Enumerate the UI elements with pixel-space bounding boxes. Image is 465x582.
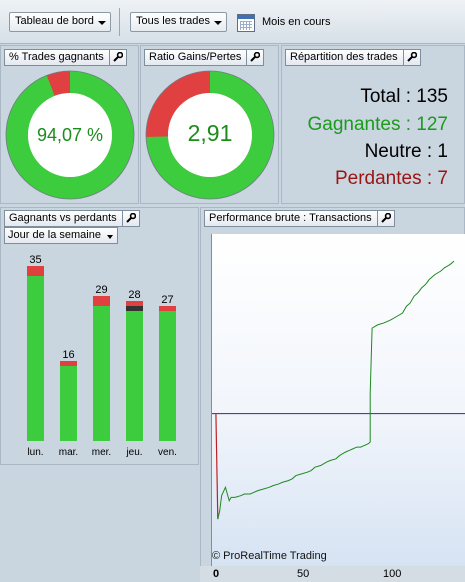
panel-title: % Trades gagnants [4,49,127,66]
total-count: Total : 135 [360,86,448,107]
chevron-down-icon [97,21,106,25]
bar-total-label: 27 [161,294,173,306]
period-selector-dropdown[interactable]: Jour de la semaine [4,227,118,244]
trades-filter-label: Tous les trades [136,15,210,27]
win-pct-value: 94,07 % [36,125,104,145]
bar-total-label: 28 [128,289,140,301]
bar-win-ven. [159,311,176,441]
dashboard-dropdown[interactable]: Tableau de bord [9,12,111,32]
copyright-label: © ProRealTime Trading [212,550,327,562]
ratio-donut: 2,91 [145,70,275,200]
bar-loss-jeu. [126,301,143,306]
bar-neutral-jeu. [126,306,143,311]
performance-line [217,260,455,520]
period-label[interactable]: Mois en cours [262,16,331,28]
donut-win-segment [146,71,274,199]
toolbar-separator [119,8,120,36]
bar-loss-mar. [60,361,77,366]
period-selector-label: Jour de la semaine [8,229,101,241]
wrench-icon[interactable] [121,211,139,226]
wrench-icon[interactable] [376,211,394,226]
toolbar: Tableau de bord Tous les trades Mois en … [0,0,465,44]
chevron-down-icon [213,21,222,25]
perdantes-count: Perdantes : 7 [334,168,448,189]
ratio-value: 2,91 [187,120,233,146]
calendar-icon[interactable] [237,14,255,32]
gvp-panel: Gagnants vs perdants Jour de la semaine … [0,207,199,465]
repartition-panel: Répartition des trades Total : 135 Gagna… [281,45,465,204]
donut-loss-segment [6,71,134,199]
win-pct-donut: 94,07 % [5,70,135,200]
dashboard-dropdown-label: Tableau de bord [15,15,94,27]
bar-loss-lun. [27,266,44,276]
chevron-down-icon [106,235,113,239]
performance-chart-area [211,234,465,566]
bar-loss-mer. [93,296,110,306]
trades-filter-dropdown[interactable]: Tous les trades [130,12,227,32]
wrench-icon[interactable] [108,50,126,65]
win-pct-panel: % Trades gagnants 94,07 % [0,45,139,204]
bar-loss-ven. [159,306,176,311]
neutre-count: Neutre : 1 [364,141,448,162]
wrench-icon[interactable] [246,50,263,65]
performance-line-chart [212,260,465,520]
bar-win-lun. [27,276,44,441]
panel-title: Gagnants vs perdants [4,210,140,227]
bar-total-label: 35 [29,254,41,266]
weekday-bar-chart: 35 lun. 16 mar. 29 mer. 28 jeu. 27 ven. [27,254,177,458]
bar-win-mer. [93,306,110,441]
performance-loss-segment [215,413,219,520]
gagnantes-count: Gagnantes : 127 [307,114,449,135]
bar-category-label: mer. [92,447,111,458]
bar-total-label: 29 [95,284,107,296]
x-tick-label: 100 [383,568,402,580]
wrench-icon[interactable] [402,50,420,65]
bar-category-label: lun. [27,447,43,458]
bar-category-label: mar. [59,447,78,458]
panel-title: Performance brute : Transactions [204,210,395,227]
bar-category-label: jeu. [125,447,142,458]
x-tick-label: 50 [297,568,310,580]
ratio-panel: Ratio Gains/Pertes 2,91 [140,45,279,204]
panel-title: Répartition des trades [285,49,421,66]
bar-total-label: 16 [62,349,74,361]
x-tick-label: 0 [213,568,220,580]
bar-win-mar. [60,366,77,441]
bar-win-jeu. [126,311,143,441]
panel-title: Ratio Gains/Pertes [144,49,265,66]
bar-category-label: ven. [158,447,177,458]
x-axis: 0 50 100 [200,566,465,582]
